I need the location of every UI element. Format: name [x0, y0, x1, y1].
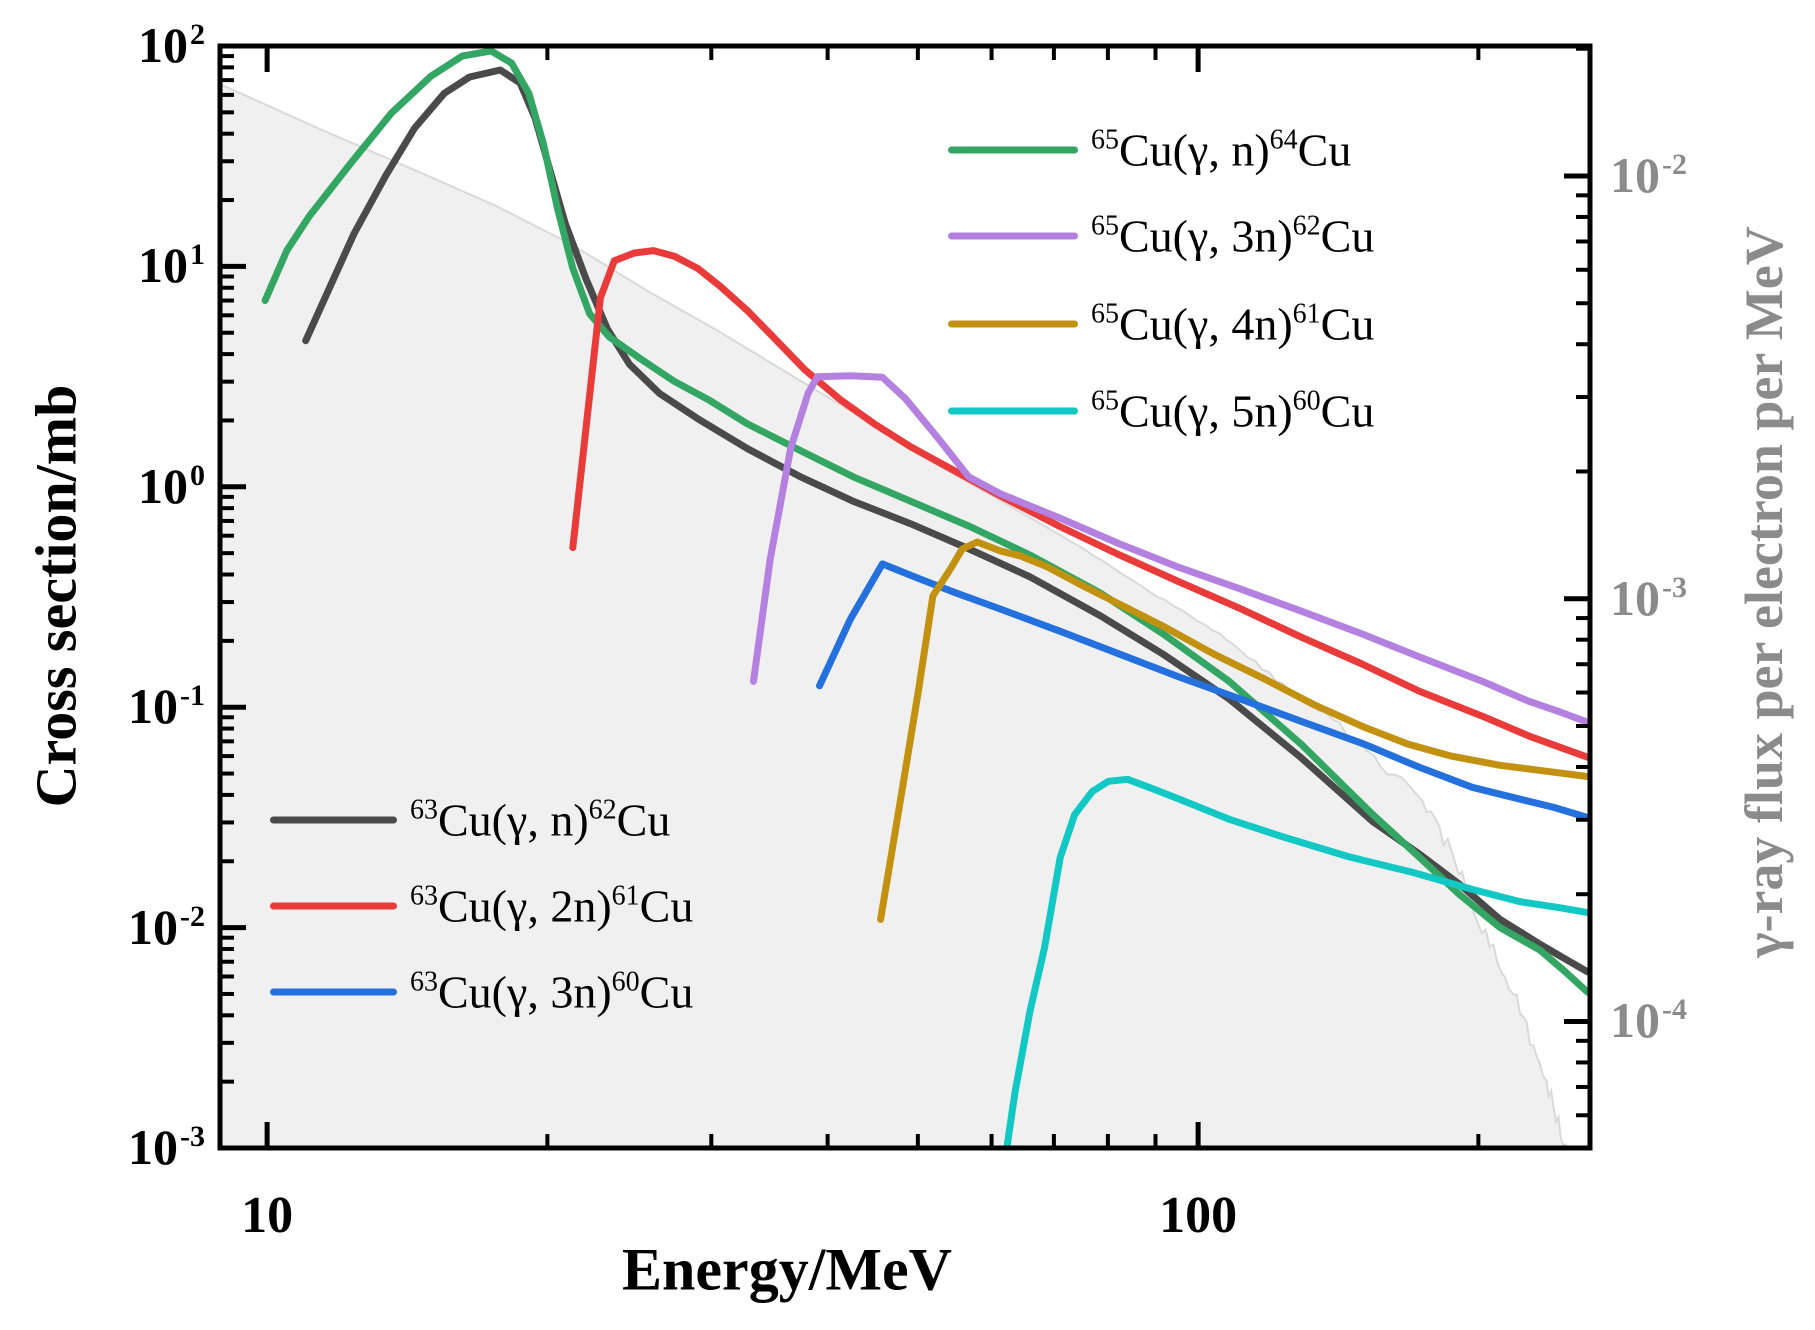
- curve-cu65-g-n: [261, 47, 1590, 996]
- axis-ticks: [220, 43, 1590, 1151]
- gamma-flux-area: [220, 84, 1588, 1148]
- gamma-flux-edge: [220, 83, 1569, 1148]
- curve-cu63-g-2n: [569, 247, 1590, 761]
- y-axis-title-right: γ-ray flux per electron per MeV: [1734, 226, 1794, 958]
- curve-cu65-g-4n: [877, 538, 1590, 923]
- curve-cu65-g-3n: [750, 372, 1590, 726]
- y-axis-title-left: Cross section/mb: [23, 384, 89, 808]
- curve-cu65-g-5n: [1003, 775, 1590, 1148]
- curve-cu63-g-3n: [816, 560, 1590, 821]
- plot-area: [220, 47, 1590, 1148]
- x-axis-title: Energy/MeV: [622, 1236, 952, 1303]
